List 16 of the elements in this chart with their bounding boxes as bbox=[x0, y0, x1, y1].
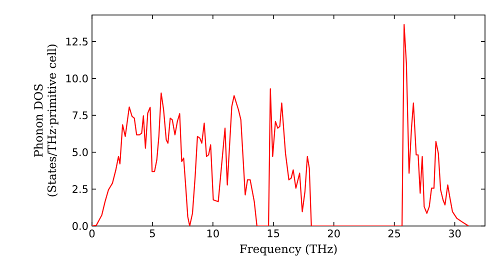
y-axis-title: Phonon DOS (States/THz·primitive cell) bbox=[34, 44, 58, 196]
x-tick-label: 5 bbox=[150, 230, 155, 238]
y-tick-label: 12.5 bbox=[66, 38, 88, 46]
y-tick-label: 0.0 bbox=[72, 222, 88, 230]
x-axis-title: Frequency (THz) bbox=[240, 244, 337, 256]
x-tick-label: 0 bbox=[89, 230, 95, 238]
y-tick-label: 10.0 bbox=[66, 74, 88, 82]
line-series bbox=[92, 24, 470, 226]
y-tick-label: 7.5 bbox=[72, 111, 88, 120]
x-tick-label: 10 bbox=[207, 230, 219, 238]
y-tick-label: 2.5 bbox=[72, 185, 88, 194]
x-tick-label: 20 bbox=[328, 230, 340, 238]
x-tick-label: 15 bbox=[268, 230, 280, 238]
y-tick-label: 5.0 bbox=[72, 148, 88, 156]
x-tick-label: 30 bbox=[448, 230, 461, 238]
x-tick-label: 25 bbox=[388, 230, 400, 238]
